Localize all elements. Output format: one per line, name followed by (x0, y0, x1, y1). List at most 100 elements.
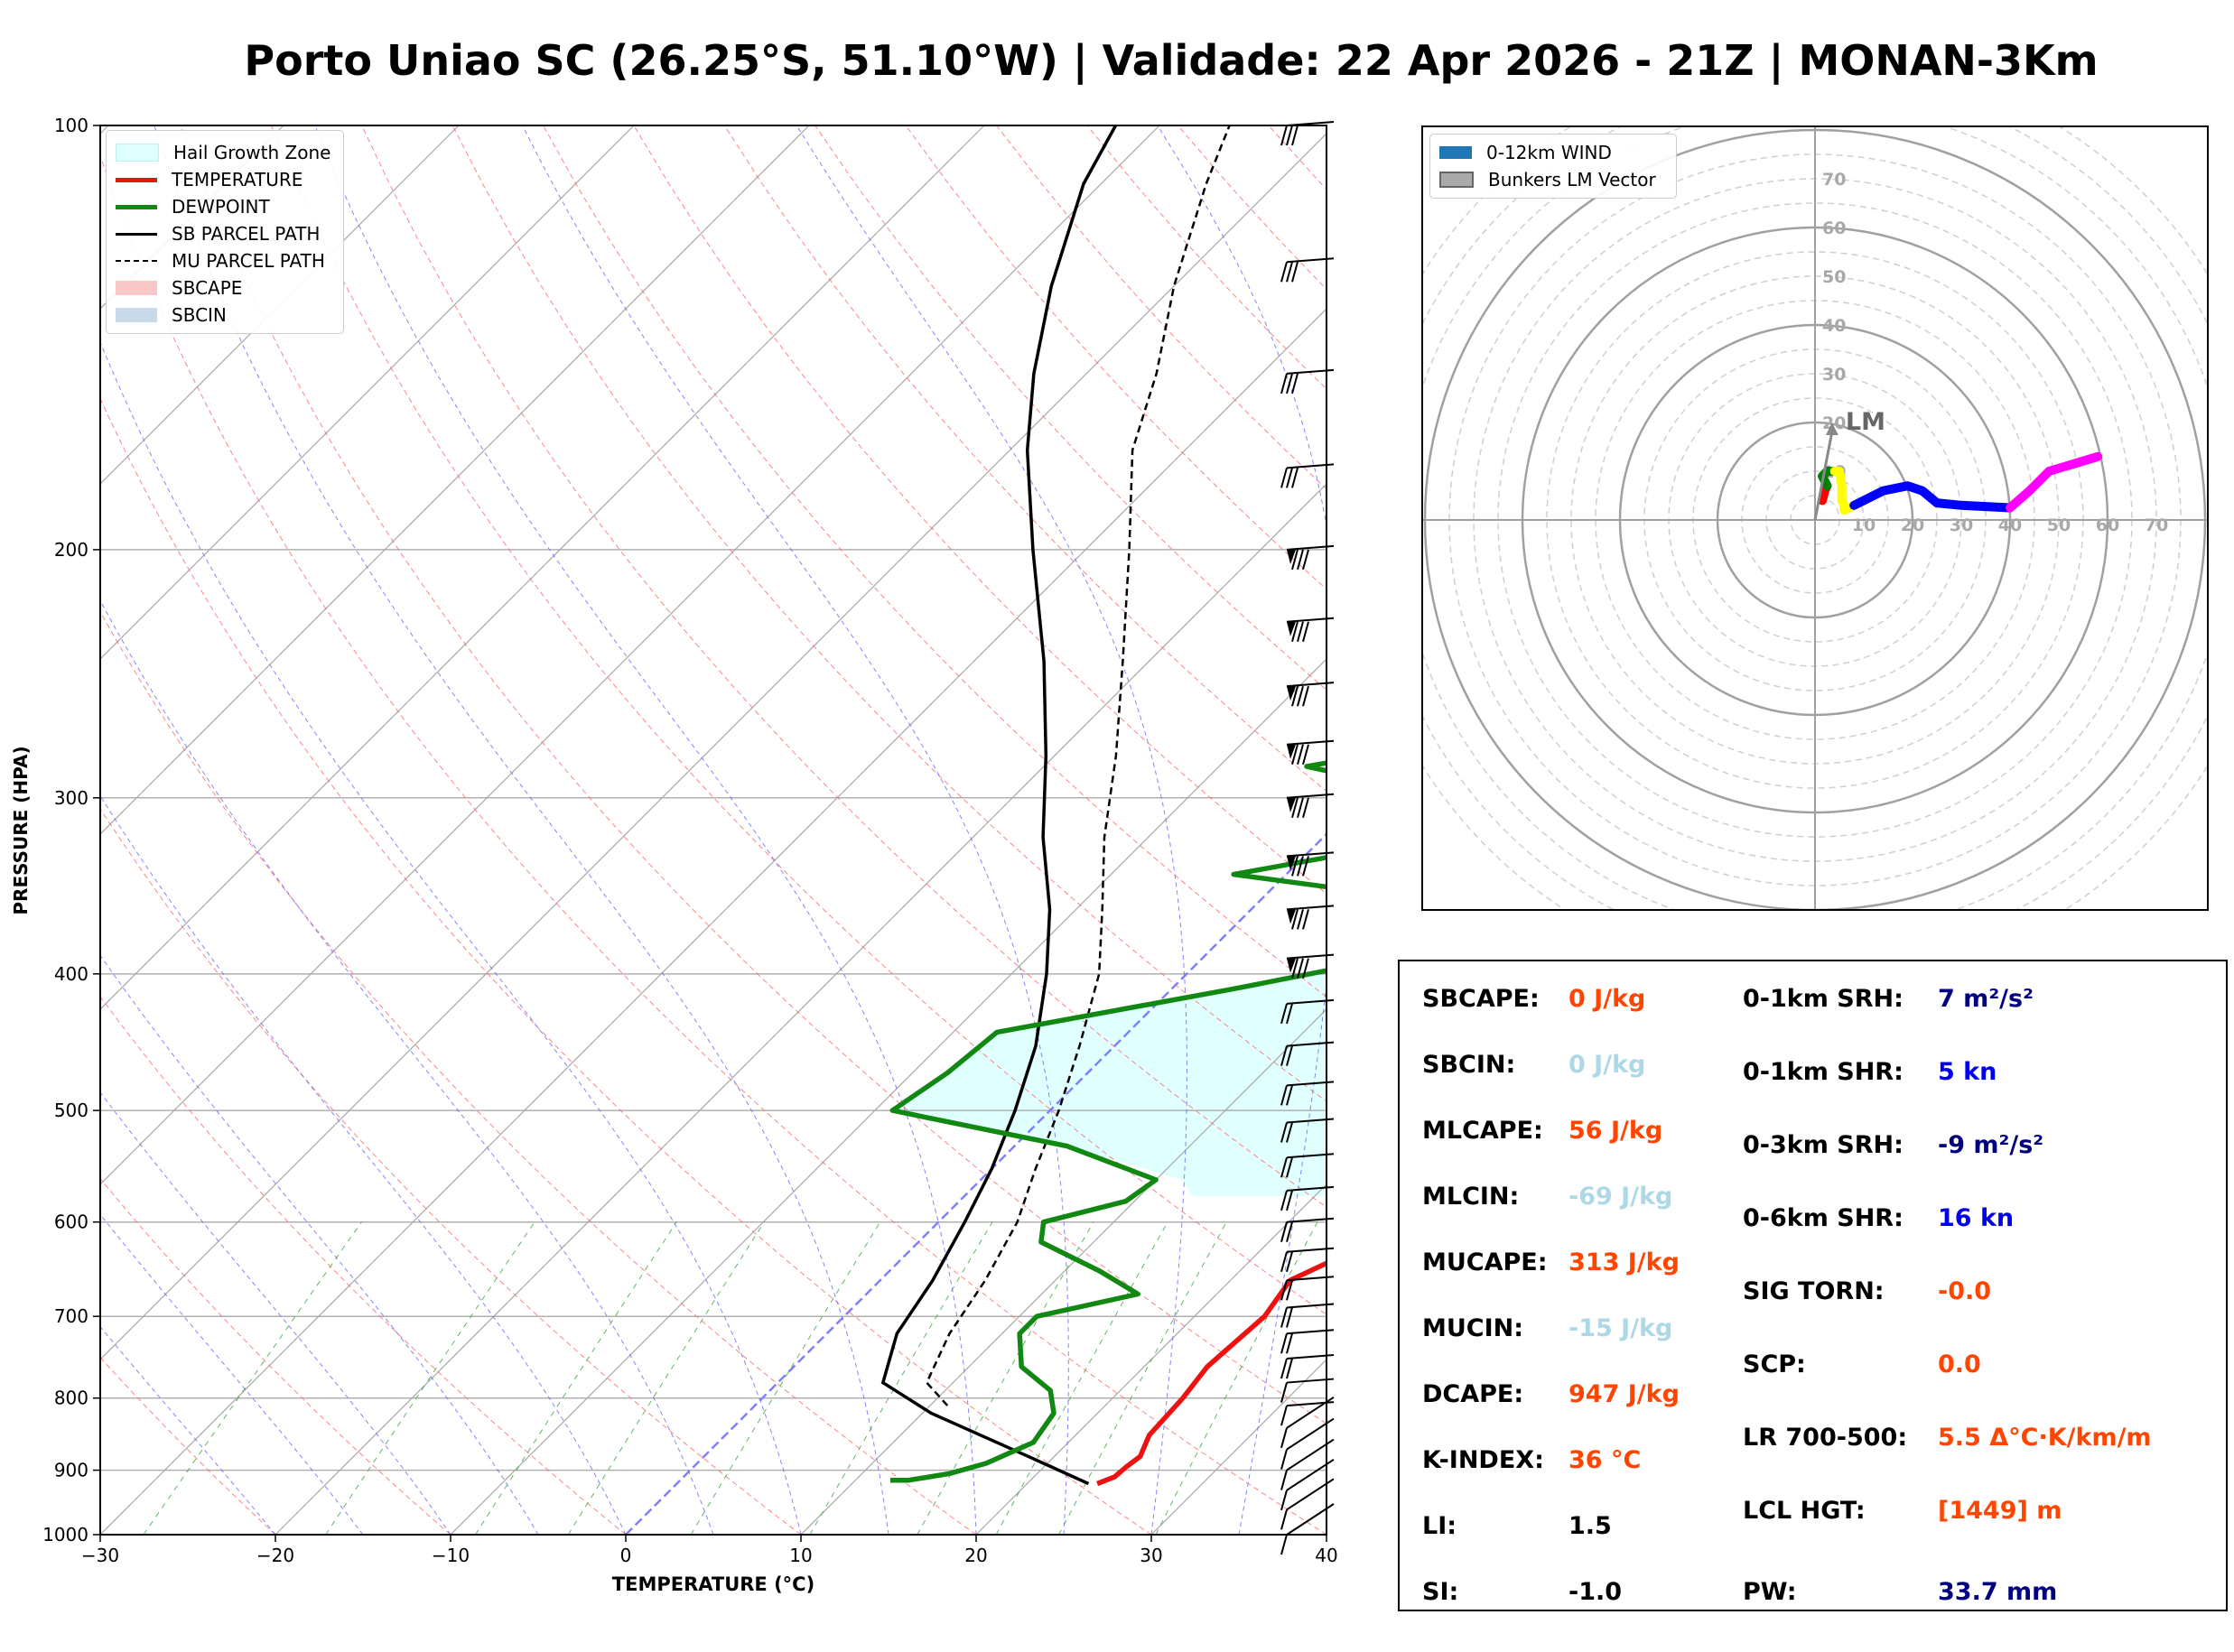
param-mlcin-label: MLCIN: (1422, 1183, 1520, 1211)
moist-adiabat (796, 125, 1187, 1535)
y-tick-label: 100 (54, 115, 88, 136)
hodograph-ring (1618, 323, 2012, 717)
x-tick-label: 0 (620, 1545, 632, 1566)
hodograph-ring (1790, 495, 1840, 545)
ring-label-y: 30 (1822, 365, 1846, 385)
legend-sb-parcel: SB PARCEL PATH (172, 223, 321, 245)
moist-adiabat (100, 954, 539, 1535)
mixing-ratio-line (475, 1221, 677, 1535)
moist-adiabat (1157, 125, 1326, 1535)
param-sbcin-label: SBCIN: (1422, 1051, 1516, 1079)
skew-t-chart: −30 −20 −10 0 10 20 30 40 100 200 300 400 500 600 700 8… (10, 115, 1338, 1595)
legend-temperature: TEMPERATURE (172, 169, 303, 190)
dry-adiabat (451, 125, 1326, 1102)
hodograph-ring (1741, 446, 1889, 594)
legend-bunkers: Bunkers LM Vector (1488, 169, 1656, 190)
ring-label-y: 70 (1822, 170, 1846, 190)
param-scp-label: SCP: (1743, 1350, 1806, 1378)
hodograph-ring (1422, 126, 2208, 910)
moist-adiabat (314, 125, 977, 1535)
ring-label-x: 10 (1852, 515, 1876, 535)
dewpoint-swatch (116, 204, 157, 209)
param-kindex-value: 36 °C (1568, 1446, 1642, 1474)
isotherm (100, 125, 635, 660)
param-sbcin-value: 0 J/kg (1568, 1051, 1646, 1079)
dry-adiabat (814, 125, 1326, 691)
page-title: Porto Uniao SC (26.25°S, 51.10°W) | Vali… (244, 36, 2099, 85)
hodograph-ring (1716, 421, 1914, 619)
ring-label-y: 10 (1822, 462, 1846, 482)
x-tick-label: 10 (789, 1545, 812, 1566)
ring-label-x: 50 (2047, 515, 2071, 535)
y-tick-label: 1000 (42, 1524, 88, 1545)
bunkers-lm-arrow (1813, 431, 1834, 521)
isotherm (100, 125, 985, 1010)
isotherm (450, 658, 1326, 1535)
param-01kmshr-label: 0-1km SHR: (1743, 1058, 1904, 1086)
y-tick-label: 300 (54, 787, 88, 809)
param-mlcin-value: -69 J/kg (1568, 1183, 1673, 1211)
y-tick-label: 500 (54, 1100, 88, 1121)
param-06kmshr-label: 0-6km SHR: (1743, 1204, 1904, 1232)
moist-adiabat (100, 340, 802, 1535)
param-sigtorn-value: -0.0 (1938, 1277, 1992, 1305)
hodograph-ring (1473, 178, 2157, 862)
hodograph-segment (1829, 467, 1859, 515)
x-tick-label: −10 (432, 1545, 470, 1566)
y-axis-label: PRESSURE (HPA) (10, 746, 32, 914)
param-mlcape-label: MLCAPE: (1422, 1117, 1543, 1145)
param-mlcape-value: 56 J/kg (1568, 1117, 1663, 1145)
param-si-label: SI: (1422, 1578, 1459, 1606)
isotherm (1150, 1359, 1326, 1535)
param-mucape-value: 313 J/kg (1568, 1248, 1680, 1276)
y-tick-label: 200 (54, 539, 88, 561)
hodograph-ring (1570, 275, 2060, 765)
param-03kmsrh-label: 0-3km SRH: (1743, 1131, 1904, 1159)
param-sbcape-label: SBCAPE: (1422, 985, 1540, 1013)
sb-parcel-path (880, 125, 1118, 1486)
dry-adiabat (361, 125, 1326, 1208)
x-tick-label: −20 (256, 1545, 294, 1566)
sbcin-swatch (116, 308, 157, 322)
moist-adiabat (522, 125, 1069, 1535)
temperature-swatch (116, 177, 157, 182)
isotherm (100, 125, 284, 310)
param-mucin-value: -15 J/kg (1568, 1314, 1673, 1342)
param-01kmshr-value: 5 kn (1938, 1058, 1997, 1086)
hodograph-segment (2006, 451, 2103, 513)
hodograph-segment (1818, 467, 1839, 491)
dry-adiabat (543, 125, 1326, 998)
isotherm (100, 133, 1326, 1360)
moist-adiabat (100, 1091, 451, 1535)
param-lr700500-value: 5.5 Δ°C·K/km/m (1938, 1424, 2152, 1452)
y-tick-label: 900 (54, 1460, 88, 1481)
mixing-ratio-line (325, 1221, 535, 1535)
mixing-ratio-line (567, 1221, 765, 1535)
param-sigtorn-label: SIG TORN: (1743, 1277, 1885, 1305)
hail-zone-swatch (116, 144, 159, 162)
dry-adiabat (100, 397, 1152, 1535)
parameters-panel: SBCAPE: 0 J/kg SBCIN: 0 J/kg MLCAPE: 56 J/kg M… (1398, 960, 2228, 1611)
bunkers-lm-arrowhead (1825, 422, 1838, 435)
ring-label-y: 20 (1822, 413, 1846, 433)
ring-label-y: 40 (1822, 316, 1846, 336)
bunkers-lm-label: LM (1846, 408, 1885, 436)
hodograph-segment (1818, 481, 1832, 506)
isotherm (100, 308, 1326, 1535)
sbcape-swatch (116, 281, 157, 295)
wind-barb (1280, 257, 1335, 283)
wind-barb (1286, 617, 1335, 643)
hodograph-ring (1595, 300, 2035, 740)
dry-adiabat (996, 125, 1326, 490)
param-01kmsrh-value: 7 m²/s² (1938, 985, 2034, 1013)
y-tick-label: 800 (54, 1387, 88, 1409)
param-03kmsrh-value: -9 m²/s² (1938, 1131, 2044, 1159)
mixing-ratio-line (1155, 1221, 1318, 1535)
legend-mu-parcel: MU PARCEL PATH (172, 250, 325, 272)
isotherm (100, 125, 810, 835)
moist-adiabat (100, 599, 714, 1535)
param-li-label: LI: (1422, 1512, 1457, 1540)
wind-swatch (1439, 146, 1472, 159)
dry-adiabat (723, 125, 1326, 793)
y-tick-label: 400 (54, 963, 88, 985)
